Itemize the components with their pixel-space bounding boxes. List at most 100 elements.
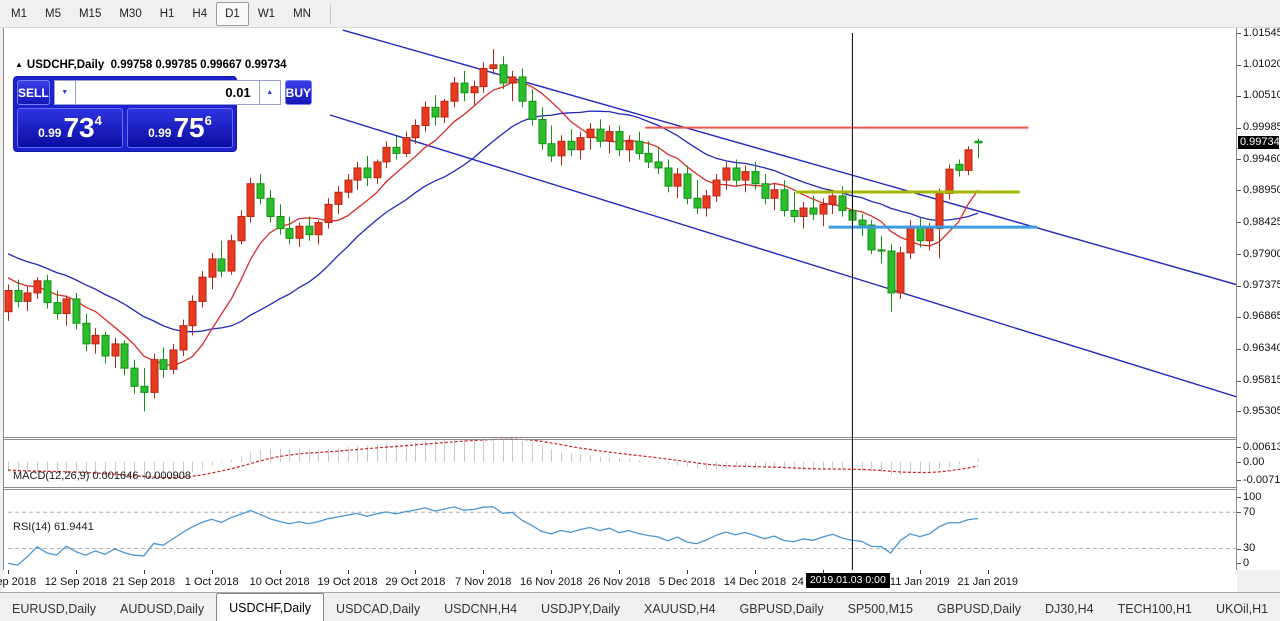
timeframe-button-m1[interactable]: M1	[11, 7, 27, 20]
candle-body	[237, 215, 246, 242]
macd-axis-label: 0.00	[1243, 455, 1265, 468]
candle-body	[712, 179, 721, 197]
timeframe-button-w1[interactable]: W1	[257, 7, 276, 20]
candle-body	[411, 125, 420, 139]
chart-tab-gbpusd[interactable]: GBPUSD,Daily	[739, 602, 824, 616]
symbol-header: ▲ USDCHF,Daily 0.99758 0.99785 0.99667 0.…	[15, 59, 287, 71]
price-label-tick	[1237, 190, 1241, 192]
candle-body	[53, 302, 62, 315]
candle-body	[945, 168, 954, 194]
chart-tab-usdchf[interactable]: USDCHF,Daily	[216, 593, 325, 621]
volume-decrease-button[interactable]: ▼	[53, 80, 76, 105]
chart-tab-gbpusd[interactable]: GBPUSD,Daily	[936, 602, 1021, 616]
macd-panel	[7, 437, 979, 481]
volume-input[interactable]	[75, 80, 259, 105]
date-tick	[687, 570, 688, 574]
candle-body	[140, 385, 149, 393]
rsi-axis-label-tick	[1237, 548, 1241, 550]
chart-tab-tech100[interactable]: TECH100,H1	[1117, 602, 1192, 616]
price-label-tick	[1237, 159, 1241, 161]
rsi-axis-label-tick	[1237, 497, 1241, 498]
chart-tab-eurusd[interactable]: EURUSD,Daily	[12, 602, 97, 616]
chart-tab-sp500[interactable]: SP500,M15	[847, 602, 913, 616]
date-label: 12 Sep 2018	[44, 576, 108, 588]
candle-body	[285, 228, 294, 239]
sell-button[interactable]: SELL	[17, 80, 50, 105]
candle-body	[887, 250, 896, 294]
candle-body	[896, 252, 905, 294]
date-tick	[75, 570, 77, 574]
collapse-panel-icon[interactable]: ▲	[15, 60, 23, 69]
timeframe-button-h1[interactable]: H1	[159, 7, 175, 20]
candle-body	[159, 359, 168, 370]
candle-body	[353, 167, 362, 181]
date-label: 11 Jan 2019	[889, 576, 950, 588]
price-label-tick	[1237, 380, 1241, 382]
candle-body	[392, 146, 401, 154]
volume-increase-button[interactable]: ▲	[258, 80, 281, 105]
date-tick	[987, 570, 989, 574]
candle-body	[460, 82, 469, 94]
trendline	[342, 29, 1237, 286]
date-label: 19 Oct 2018	[317, 576, 378, 588]
price-label-tick	[1237, 285, 1241, 287]
candle-body	[33, 280, 42, 294]
sell-price-big: 73	[63, 112, 95, 143]
date-axis: 3 Sep 2018 12 Sep 2018 21 Sep 2018 1 Oct 20…	[0, 570, 1237, 592]
candle-body	[576, 137, 585, 151]
chart-tab-ukoil[interactable]: UKOil,H1	[1215, 602, 1269, 616]
candle-body	[635, 140, 644, 154]
candle-body	[363, 167, 372, 179]
rsi-axis-label: 0	[1243, 556, 1250, 569]
price-label: 0.99460	[1243, 152, 1280, 165]
candle-body	[150, 359, 159, 393]
candle-body	[334, 191, 343, 205]
timeframe-button-m15[interactable]: M15	[78, 7, 102, 20]
chart-tab-audusd[interactable]: AUDUSD,Daily	[120, 602, 205, 616]
candle-body	[925, 228, 934, 242]
date-label: 21 Sep 2018	[112, 576, 175, 588]
timeframe-button-h4[interactable]: H4	[192, 7, 208, 20]
macd-axis-label: 0.006137	[1243, 440, 1280, 453]
price-label-tick	[1237, 222, 1241, 224]
date-label: 1 Oct 2018	[184, 576, 239, 588]
date-tick	[143, 570, 145, 574]
candle-body	[440, 100, 449, 118]
sell-price-button[interactable]: 0.99 73 4	[17, 108, 123, 148]
candle-body	[557, 140, 566, 157]
price-label: 0.95815	[1243, 374, 1280, 387]
symbol-title: USDCHF,Daily	[26, 59, 105, 71]
candle-body	[217, 258, 226, 272]
candle-body	[906, 225, 915, 254]
date-tick	[619, 570, 621, 574]
chart-tab-dj30[interactable]: DJ30,H4	[1044, 602, 1094, 616]
buy-price-button[interactable]: 0.99 75 6	[127, 108, 233, 148]
macd-axis-label-tick	[1237, 480, 1241, 481]
timeframe-button-m30[interactable]: M30	[119, 7, 142, 20]
buy-button[interactable]: BUY	[284, 80, 313, 105]
chart-tab-usdjpy[interactable]: USDJPY,Daily	[541, 602, 620, 616]
timeframe-button-m5[interactable]: M5	[44, 7, 61, 20]
date-tick	[415, 570, 417, 574]
candle-body	[877, 249, 886, 252]
timeframe-button-d1[interactable]: D1	[216, 1, 249, 26]
chart-plot-area[interactable]: ▲ USDCHF,Daily 0.99758 0.99785 0.99667 0.…	[3, 28, 1237, 592]
timeframe-button-mn[interactable]: MN	[293, 7, 311, 20]
candle-body	[91, 334, 100, 345]
candle-body	[605, 131, 614, 142]
chart-tab-usdcnh[interactable]: USDCNH,H4	[444, 602, 518, 616]
candle-body	[547, 143, 556, 157]
candle-body	[62, 298, 71, 315]
chart-tab-usdcad[interactable]: USDCAD,Daily	[336, 602, 421, 616]
candle-body	[615, 131, 624, 151]
candle-body	[644, 152, 653, 163]
candle-body	[489, 64, 498, 69]
sell-price-prefix: 0.99	[38, 126, 62, 140]
candle-body	[528, 100, 537, 120]
candle-body	[23, 292, 32, 302]
chart-tab-xauusd[interactable]: XAUUSD,H4	[644, 602, 716, 616]
candle-body	[120, 343, 129, 369]
price-axis: 1.01545 1.01020 1.00510 0.99985 0.99460 0.989…	[1237, 27, 1280, 570]
date-tick	[279, 570, 281, 574]
